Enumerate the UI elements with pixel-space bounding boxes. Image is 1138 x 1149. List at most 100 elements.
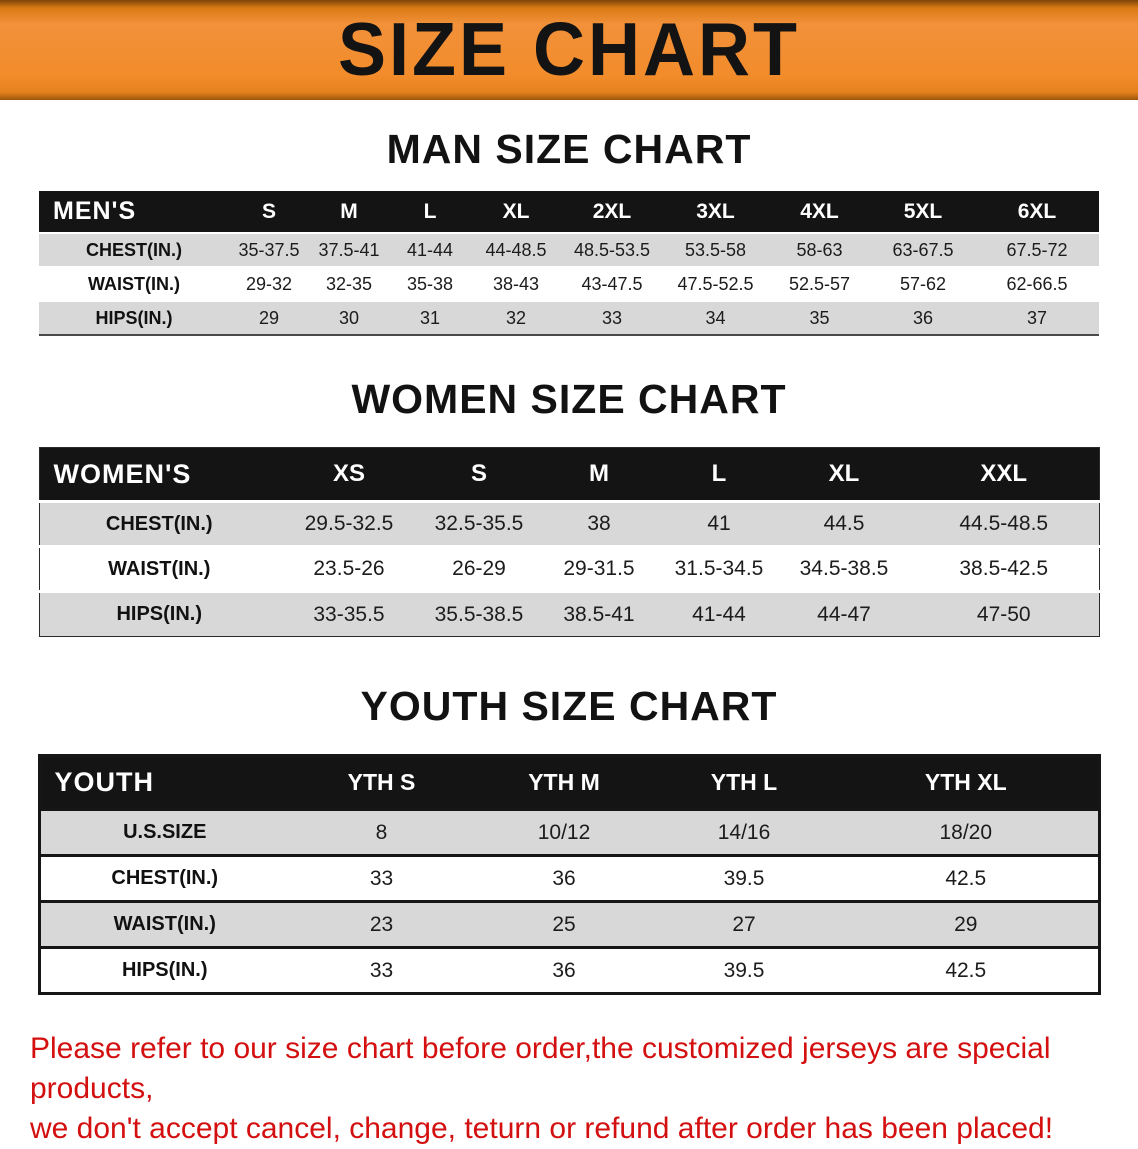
women-chart-heading: WOMEN SIZE CHART xyxy=(351,376,787,422)
table-row: HIPS(IN.) 33-35.5 35.5-38.5 38.5-41 41-44 44-… xyxy=(39,591,1099,637)
size-value-cell: 43-47.5 xyxy=(581,273,643,294)
man-chart-heading: MAN SIZE CHART xyxy=(386,126,752,172)
row-label-cell: WAIST(IN.) xyxy=(108,557,211,580)
row-label-cell: CHEST(IN.) xyxy=(86,239,182,260)
size-col-header: XS xyxy=(332,460,365,487)
size-col-header: 3XL xyxy=(696,199,735,223)
size-value-cell: 44-47 xyxy=(817,602,871,626)
size-chart-banner: SIZE CHART xyxy=(0,0,1138,100)
size-value-cell: 37.5-41 xyxy=(318,239,380,260)
size-value-cell: 67.5-72 xyxy=(1006,239,1068,260)
size-col-header: M xyxy=(589,460,609,487)
size-value-cell: 33 xyxy=(601,307,623,328)
size-value-cell: 44-48.5 xyxy=(485,239,547,260)
size-value-cell: 38.5-41 xyxy=(563,602,635,626)
size-value-cell: 34.5-38.5 xyxy=(799,557,889,580)
size-value-cell: 63-67.5 xyxy=(892,239,954,260)
size-value-cell: 57-62 xyxy=(899,273,947,294)
size-col-header: YTH L xyxy=(710,769,778,795)
size-value-cell: 31.5-34.5 xyxy=(674,557,764,580)
size-value-cell: 27 xyxy=(732,912,756,936)
footer-note-line2: we don't accept cancel, change, teturn o… xyxy=(30,1112,1054,1145)
size-value-cell: 58-63 xyxy=(796,239,843,260)
size-value-cell: 10/12 xyxy=(537,820,591,844)
size-value-cell: 29-31.5 xyxy=(563,557,635,580)
size-value-cell: 37 xyxy=(1026,307,1048,328)
size-value-cell: 23 xyxy=(369,912,394,936)
size-value-cell: 38 xyxy=(587,512,611,535)
size-value-cell: 36 xyxy=(912,307,934,328)
table-row: U.S.SIZE 8 10/12 14/16 18/20 xyxy=(39,809,1099,856)
size-value-cell: 29.5-32.5 xyxy=(304,512,394,535)
row-label-cell: CHEST(IN.) xyxy=(105,512,213,535)
size-col-header: XL xyxy=(502,199,530,223)
size-value-cell: 32-35 xyxy=(325,273,373,294)
row-label-cell: HIPS(IN.) xyxy=(116,603,203,625)
size-col-header: L xyxy=(711,460,727,487)
size-value-cell: 30 xyxy=(338,307,360,328)
size-col-header: 6XL xyxy=(1017,199,1057,223)
table-row: WAIST(IN.) 23 25 27 29 xyxy=(39,901,1099,948)
table-row: WAIST(IN.) 29-32 32-35 35-38 38-43 43-47.5 47.… xyxy=(39,267,1099,301)
size-value-cell: 33 xyxy=(369,866,394,890)
table-row: CHEST(IN.) 29.5-32.5 32.5-35.5 38 41 44.5 44.5… xyxy=(39,501,1099,547)
table-row: HIPS(IN.) 33 36 39.5 42.5 xyxy=(39,947,1099,994)
size-col-header: 4XL xyxy=(800,199,839,223)
footer-note-line1: Please refer to our size chart before or… xyxy=(30,1032,1051,1105)
footer-note: Please refer to our size chart before or… xyxy=(30,1029,1110,1149)
size-value-cell: 42.5 xyxy=(945,866,987,890)
size-value-cell: 35-37.5 xyxy=(238,239,300,260)
size-value-cell: 38-43 xyxy=(492,273,540,294)
banner-title: SIZE CHART xyxy=(338,8,800,92)
youth-size-table: YOUTH YTH S YTH M YTH L YTH XL U.S.SIZE 8 10/12… xyxy=(37,754,1101,995)
size-col-header: S xyxy=(261,199,276,223)
size-value-cell: 44.5-48.5 xyxy=(959,512,1049,535)
header-row: YOUTH YTH S YTH M YTH L YTH XL xyxy=(39,755,1099,810)
table-row: WAIST(IN.) 23.5-26 26-29 29-31.5 31.5-34.5 34… xyxy=(39,546,1099,592)
size-value-cell: 62-66.5 xyxy=(1006,273,1068,294)
size-value-cell: 25 xyxy=(552,912,576,936)
size-value-cell: 41-44 xyxy=(692,602,746,626)
size-value-cell: 42.5 xyxy=(945,958,987,982)
size-value-cell: 14/16 xyxy=(717,820,771,844)
size-value-cell: 35-38 xyxy=(406,273,454,294)
size-value-cell: 18/20 xyxy=(939,820,993,844)
size-col-header: L xyxy=(423,199,437,223)
size-value-cell: 47-50 xyxy=(976,602,1031,626)
size-value-cell: 38.5-42.5 xyxy=(959,557,1049,580)
men-size-table: MEN'S S M L XL 2XL 3XL 4XL 5XL 6XL CHEST(IN.) 35-37… xyxy=(39,191,1099,336)
size-value-cell: 34 xyxy=(705,307,726,328)
size-value-cell: 33 xyxy=(369,958,394,982)
size-value-cell: 23.5-26 xyxy=(313,557,385,580)
size-value-cell: 35.5-38.5 xyxy=(434,602,524,626)
table-title-cell: MEN'S xyxy=(53,197,137,225)
size-value-cell: 32.5-35.5 xyxy=(434,512,524,535)
size-value-cell: 39.5 xyxy=(723,866,765,890)
size-col-header: YTH XL xyxy=(924,769,1007,795)
size-col-header: 2XL xyxy=(592,199,632,223)
size-value-cell: 36 xyxy=(552,866,576,890)
size-col-header: 5XL xyxy=(903,199,943,223)
size-value-cell: 36 xyxy=(552,958,576,982)
row-label-cell: HIPS(IN.) xyxy=(95,307,173,328)
table-row: CHEST(IN.) 33 36 39.5 42.5 xyxy=(39,855,1099,902)
size-col-header: XL xyxy=(828,460,860,487)
header-row: MEN'S S M L XL 2XL 3XL 4XL 5XL 6XL xyxy=(39,191,1099,233)
size-col-header: S xyxy=(470,460,487,487)
table-row: HIPS(IN.) 29 30 31 32 33 34 35 36 37 xyxy=(39,301,1099,335)
row-label-cell: HIPS(IN.) xyxy=(121,959,208,981)
row-label-cell: U.S.SIZE xyxy=(123,821,207,843)
women-size-table: WOMEN'S XS S M L XL XXL CHEST(IN.) 29.5-32.5 32.5… xyxy=(38,447,1100,637)
size-value-cell: 31 xyxy=(419,307,441,328)
size-value-cell: 35 xyxy=(809,307,830,328)
table-title-cell: WOMEN'S xyxy=(53,458,192,489)
size-value-cell: 33-35.5 xyxy=(313,602,385,626)
size-value-cell: 48.5-53.5 xyxy=(573,239,651,260)
size-col-header: XXL xyxy=(980,460,1028,487)
row-label-cell: WAIST(IN.) xyxy=(113,913,216,935)
row-label-cell: WAIST(IN.) xyxy=(88,273,180,294)
size-value-cell: 41-44 xyxy=(406,239,454,260)
size-value-cell: 8 xyxy=(375,820,388,844)
size-value-cell: 29-32 xyxy=(245,273,293,294)
size-value-cell: 44.5 xyxy=(823,512,865,535)
